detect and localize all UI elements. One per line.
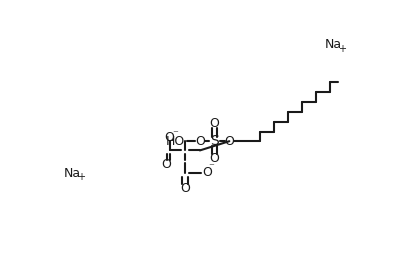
Text: Na: Na bbox=[325, 38, 342, 52]
Text: Na: Na bbox=[63, 167, 80, 180]
Text: ⁻: ⁻ bbox=[172, 129, 178, 139]
Text: S: S bbox=[210, 134, 219, 148]
Text: O: O bbox=[162, 158, 171, 171]
Text: O: O bbox=[195, 135, 205, 148]
Text: O: O bbox=[225, 135, 234, 148]
Text: O: O bbox=[202, 166, 212, 179]
Text: HO: HO bbox=[166, 135, 185, 148]
Text: ⁻: ⁻ bbox=[209, 162, 214, 172]
Text: +: + bbox=[76, 172, 85, 182]
Text: O: O bbox=[180, 182, 190, 196]
Text: +: + bbox=[338, 44, 346, 54]
Text: O: O bbox=[209, 152, 219, 166]
Text: O: O bbox=[165, 131, 175, 144]
Text: O: O bbox=[209, 117, 219, 130]
